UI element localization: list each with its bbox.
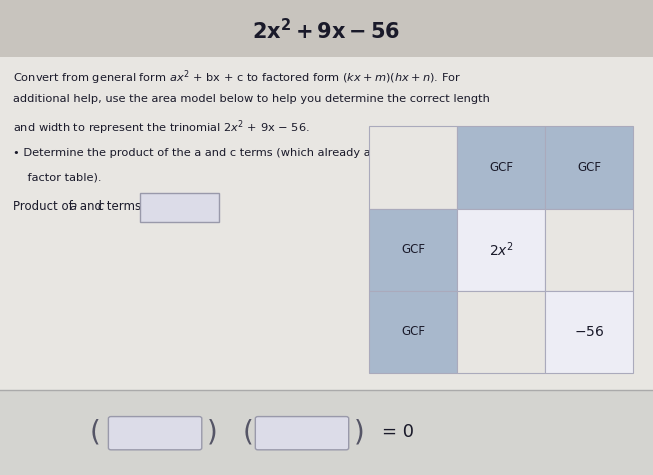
Text: terms:: terms: bbox=[103, 200, 146, 213]
FancyBboxPatch shape bbox=[0, 390, 653, 475]
FancyBboxPatch shape bbox=[545, 291, 633, 373]
Text: additional help, use the area model below to help you determine the correct leng: additional help, use the area model belo… bbox=[13, 94, 490, 104]
Text: • Determine the product of the a and c terms (which already appear inside the: • Determine the product of the a and c t… bbox=[13, 148, 464, 158]
Text: c: c bbox=[98, 200, 104, 213]
FancyBboxPatch shape bbox=[0, 0, 653, 390]
Text: $\mathbf{2x^2 + 9x - 56}$: $\mathbf{2x^2 + 9x - 56}$ bbox=[253, 18, 400, 44]
Text: GCF: GCF bbox=[577, 161, 601, 174]
Text: $2x^2$: $2x^2$ bbox=[488, 240, 514, 259]
FancyBboxPatch shape bbox=[108, 417, 202, 450]
Text: = 0: = 0 bbox=[382, 423, 414, 441]
Text: factor table).: factor table). bbox=[13, 172, 102, 182]
Text: ): ) bbox=[354, 418, 364, 446]
FancyBboxPatch shape bbox=[545, 209, 633, 291]
FancyBboxPatch shape bbox=[255, 417, 349, 450]
FancyBboxPatch shape bbox=[369, 126, 457, 209]
Text: Product of: Product of bbox=[13, 200, 76, 213]
FancyBboxPatch shape bbox=[140, 193, 219, 222]
FancyBboxPatch shape bbox=[0, 0, 653, 57]
Text: (: ( bbox=[89, 418, 100, 446]
FancyBboxPatch shape bbox=[457, 126, 545, 209]
FancyBboxPatch shape bbox=[457, 291, 545, 373]
Text: ): ) bbox=[207, 418, 217, 446]
Text: and width to represent the trinomial $2x^2$ + 9x − 56.: and width to represent the trinomial $2x… bbox=[13, 118, 310, 137]
FancyBboxPatch shape bbox=[457, 209, 545, 291]
Text: and: and bbox=[76, 200, 106, 213]
Text: $-56$: $-56$ bbox=[574, 325, 605, 339]
Text: Convert from general form $ax^2$ + bx + c to factored form $(kx + m)(hx + n)$. F: Convert from general form $ax^2$ + bx + … bbox=[13, 69, 461, 87]
FancyBboxPatch shape bbox=[369, 209, 457, 291]
Text: GCF: GCF bbox=[401, 325, 425, 338]
Text: GCF: GCF bbox=[489, 161, 513, 174]
FancyBboxPatch shape bbox=[545, 126, 633, 209]
Text: a: a bbox=[70, 200, 77, 213]
FancyBboxPatch shape bbox=[369, 291, 457, 373]
Text: GCF: GCF bbox=[401, 243, 425, 256]
Text: (: ( bbox=[243, 418, 253, 446]
